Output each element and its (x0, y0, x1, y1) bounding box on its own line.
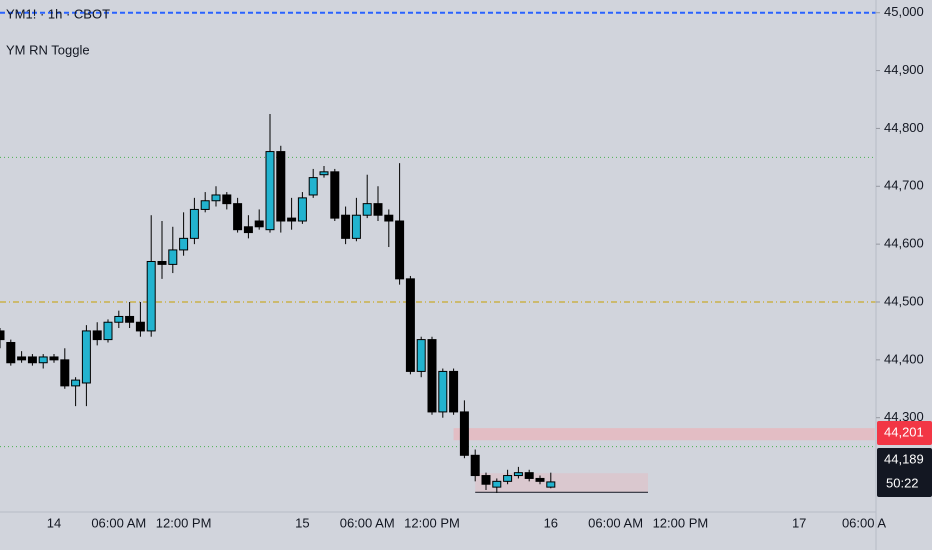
candle-body (319, 171, 329, 176)
y-tick-label: 44,300 (884, 409, 924, 424)
x-tick-label: 06:00 AM (588, 515, 643, 530)
candle-body (513, 472, 523, 477)
y-tick-label: 45,000 (884, 4, 924, 19)
candle-body (125, 315, 135, 323)
candle-body (287, 217, 297, 222)
candle-body (92, 330, 102, 341)
candle-body (297, 197, 307, 222)
candle-body (459, 411, 469, 456)
candle-body (135, 321, 145, 332)
x-tick-label: 15 (295, 515, 309, 530)
y-tick-label: 44,600 (884, 236, 924, 251)
candle-body (157, 260, 167, 265)
candle-body (449, 370, 459, 413)
y-tick-label: 44,400 (884, 351, 924, 366)
x-tick-label: 17 (792, 515, 806, 530)
candle-body (384, 214, 394, 222)
candle-body (524, 472, 534, 479)
candle-body (211, 194, 221, 202)
plot-area (0, 11, 876, 493)
candle-body (222, 194, 232, 205)
candle-body (103, 321, 113, 341)
candle-body (179, 237, 189, 251)
candle-body (60, 359, 70, 387)
candle-body (200, 200, 210, 210)
candle-body (146, 260, 156, 332)
chart-title: YM1! · 1h · CBOT (6, 6, 110, 21)
y-tick-label: 44,700 (884, 178, 924, 193)
axes: 44,300 44,400 44,500 44,600 44,700 44,800 44,9… (47, 4, 932, 530)
x-tick-label: 06:00 AM (340, 515, 395, 530)
x-tick-label: 14 (47, 515, 61, 530)
candle-body (254, 220, 264, 228)
candle-body (6, 341, 16, 364)
x-tick-label: 06:00 A (842, 515, 886, 530)
candle-body (330, 171, 340, 219)
candle-body (481, 475, 491, 485)
candle-body (0, 330, 5, 341)
candle-body (114, 315, 124, 323)
candle-body (341, 214, 351, 239)
candle-body (81, 330, 91, 384)
candle-body (416, 339, 426, 372)
candle-body (535, 477, 545, 482)
candle-body (17, 356, 27, 361)
candle-body (351, 214, 361, 239)
y-tick-label: 44,900 (884, 62, 924, 77)
candle-body (276, 151, 286, 222)
x-tick-label: 12:00 PM (156, 515, 212, 530)
candle-body (265, 151, 275, 231)
y-tick-label: 44,800 (884, 120, 924, 135)
x-tick-label: 16 (544, 515, 558, 530)
price-label-box (877, 421, 932, 445)
candle-body (308, 177, 318, 196)
candle-body (503, 475, 513, 482)
candle-body (492, 480, 502, 488)
candle-body (373, 203, 383, 216)
candle-body (38, 356, 48, 364)
candle-body (438, 370, 448, 413)
x-tick-label: 12:00 PM (404, 515, 460, 530)
candle-body (49, 356, 59, 361)
x-tick-label: 06:00 AM (91, 515, 146, 530)
candle-body (71, 379, 81, 387)
candle-body (233, 203, 243, 231)
candle-body (168, 249, 178, 265)
candle-body (243, 226, 253, 234)
candle-body (546, 481, 556, 488)
y-tick-label: 44,500 (884, 293, 924, 308)
indicator-name: YM RN Toggle (6, 42, 90, 57)
price-label: 44,189 (884, 451, 924, 466)
candle-body (395, 220, 405, 280)
candle-body (470, 454, 480, 477)
candle-body (189, 208, 199, 239)
zone (453, 428, 875, 441)
price-label: 44,201 (884, 424, 924, 439)
candle-body (362, 203, 372, 216)
price-label-box (877, 448, 932, 497)
candle-body (27, 356, 37, 364)
x-tick-label: 12:00 PM (653, 515, 709, 530)
countdown: 50:22 (886, 475, 919, 490)
candle-body (427, 339, 437, 413)
candle-body (405, 278, 415, 372)
